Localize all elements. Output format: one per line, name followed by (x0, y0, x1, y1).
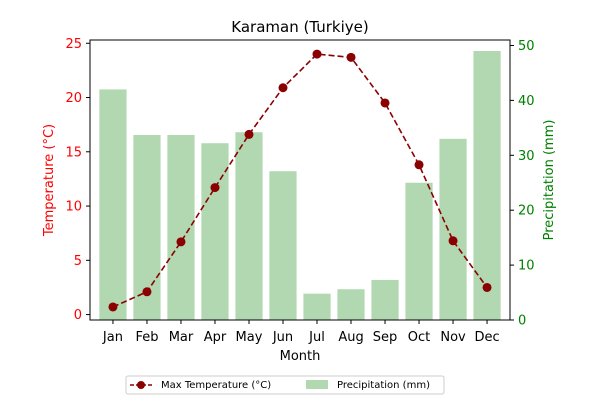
left-tick-label: 5 (74, 254, 82, 269)
temperature-point-apr (210, 183, 220, 193)
x-tick-label-may: May (236, 330, 263, 345)
temperature-point-sep (380, 98, 390, 108)
x-tick-label-jan: Jan (102, 330, 123, 345)
left-axis-title: Temperature (°C) (42, 124, 57, 237)
right-tick-label: 20 (518, 204, 535, 219)
left-tick-label: 20 (65, 91, 82, 106)
precip-bar-apr (201, 143, 229, 320)
legend-bar-swatch (306, 380, 328, 389)
temperature-point-feb (142, 287, 152, 297)
left-tick-label: 15 (65, 145, 82, 160)
temperature-point-jul (312, 49, 322, 59)
left-tick-label: 25 (65, 37, 82, 52)
x-tick-label-oct: Oct (408, 330, 430, 345)
precip-bar-aug (337, 289, 365, 320)
temperature-point-jan (108, 302, 118, 312)
temperature-point-jun (278, 83, 288, 93)
right-axis-ticks: 0 10 20 30 40 50 (510, 39, 535, 329)
right-tick-label: 50 (518, 39, 535, 54)
precip-bar-oct (405, 182, 433, 320)
precip-bar-sep (371, 279, 399, 320)
temperature-point-may (244, 129, 254, 139)
temperature-point-mar (176, 237, 186, 247)
right-tick-label: 30 (518, 149, 535, 164)
x-tick-label-jul: Jul (308, 330, 325, 345)
precip-bar-may (235, 132, 263, 320)
x-tick-label-mar: Mar (169, 330, 194, 345)
temperature-line (112, 53, 488, 308)
left-axis-ticks: 0 5 10 15 20 25 (65, 37, 90, 323)
x-tick-label-nov: Nov (440, 330, 466, 345)
x-tick-label-aug: Aug (338, 330, 363, 345)
x-tick-label-dec: Dec (474, 330, 499, 345)
line-layer (108, 49, 492, 312)
precip-bar-mar (167, 134, 195, 320)
right-tick-label: 40 (518, 94, 535, 109)
plot-frame (89, 39, 511, 321)
legend: Max Temperature (°C) Precipitation (mm) (125, 375, 445, 395)
left-tick-label: 10 (65, 200, 82, 215)
x-tick-label-apr: Apr (204, 330, 227, 345)
legend-label-temperature: Max Temperature (°C) (161, 380, 271, 391)
legend-line-marker (137, 381, 145, 389)
x-tick-label-feb: Feb (135, 330, 158, 345)
temperature-point-dec (482, 282, 492, 292)
temperature-point-aug (346, 52, 356, 62)
x-tick-label-sep: Sep (373, 330, 398, 345)
precip-bar-nov (439, 138, 467, 320)
x-axis-title: Month (280, 349, 321, 364)
right-axis-title: Precipitation (mm) (542, 120, 557, 241)
precip-bar-jul (303, 293, 331, 320)
legend-box (125, 375, 445, 395)
x-axis-ticks: Jan Feb Mar Apr May Jun Jul Aug Sep Oct Nov Dec (102, 320, 500, 345)
precip-bar-dec (473, 50, 501, 320)
bars-layer (99, 50, 501, 320)
precip-bar-jun (269, 171, 297, 320)
chart-title: Karaman (Turkiye) (231, 18, 368, 36)
legend-label-precipitation: Precipitation (mm) (337, 380, 430, 391)
right-tick-label: 10 (518, 259, 535, 274)
temperature-point-oct (414, 160, 424, 170)
precip-bar-jan (99, 89, 127, 320)
left-tick-label: 0 (74, 308, 82, 323)
temperature-point-nov (448, 236, 458, 246)
right-tick-label: 0 (518, 314, 526, 329)
x-tick-label-jun: Jun (272, 330, 293, 345)
